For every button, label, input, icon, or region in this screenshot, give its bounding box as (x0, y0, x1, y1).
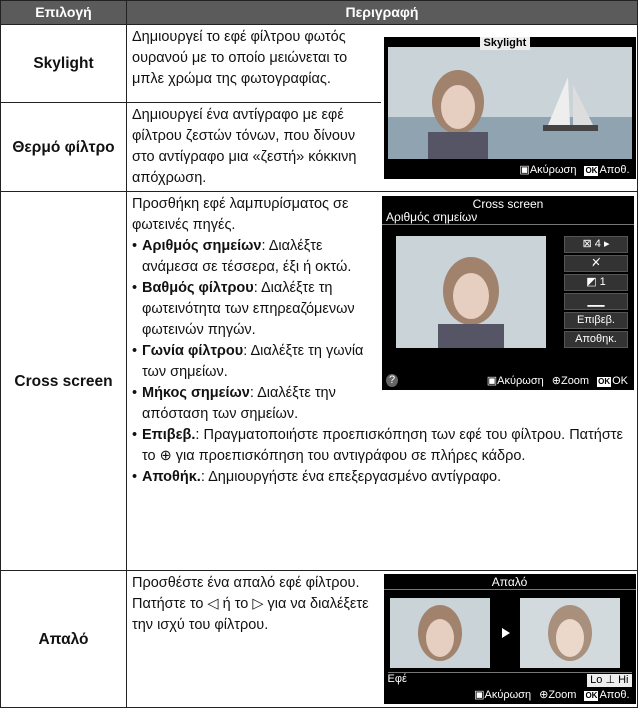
header-cell: Περιγραφή (126, 0, 638, 25)
bullet-text: : Διαλέξτε την απόσταση των σημείων. (142, 385, 336, 422)
button-bar: ▣Ακύρωση ⊕Zoom OK Αποθ. (474, 689, 630, 702)
save-label: Αποθ. (599, 164, 630, 176)
screen-title: Απαλό (383, 574, 636, 590)
save-label: Αποθ. (599, 689, 630, 701)
camera-screen: Απαλό Εφέ Lo ⊥ Hi ▣Ακύρωση ⊕Zoom OK Αποθ. (383, 574, 636, 704)
effect-label: Εφέ (387, 673, 407, 685)
option: Skylight (0, 24, 127, 103)
cancel: ▣Ακύρωση (474, 689, 532, 701)
screen-subtitle: Αριθμός σημείων (382, 211, 634, 225)
option: Θερμό φίλτρο (0, 102, 127, 192)
button-bar: ▣Ακύρωση OK Αποθ. (519, 164, 630, 177)
ok-icon: OK (584, 166, 599, 176)
effect-row: Εφέ Lo ⊥ Hi (387, 672, 632, 687)
hi: Hi (618, 674, 629, 686)
photo-art (387, 47, 632, 159)
cancel-label: Ακύρωση (484, 689, 532, 701)
page: {"table":{"header":["Επιλογή","Περιγραφή… (0, 0, 638, 688)
bullet: Επιβεβ.: Πραγματοποιήστε προεπισκόπηση τ… (132, 425, 632, 467)
zoom: ⊕Zoom (539, 689, 577, 701)
bullet: Γωνία φίλτρου: Διαλέξτε τη γωνία των σημ… (132, 341, 632, 383)
bullet-term: Αποθήκ. (142, 469, 201, 485)
strength-scale: Lo ⊥ Hi (587, 674, 632, 687)
row: Skylight Δημιουργεί το εφέ φίλτρου φωτός… (0, 24, 638, 192)
save: OK Αποθ. (584, 164, 630, 177)
description: Δημιουργεί το εφέ φίλτρου φωτός ουρανού … (126, 24, 381, 103)
row: Απαλό Προσθέστε ένα απαλό εφέ φίλτρου. Π… (0, 570, 638, 708)
screen-title: Cross screen (472, 197, 544, 211)
image-cell: Skylight ▣Ακύρωση OK Αποθ. (380, 24, 638, 192)
photo (387, 47, 632, 159)
lo: Lo (590, 674, 603, 686)
screen-title: Skylight (479, 37, 531, 50)
bullet-text: : Δημιουργήστε ένα επεξεργασμένο αντίγρα… (200, 469, 502, 485)
bullet-term: Επιβεβ. (142, 427, 196, 443)
bullet-term: Γωνία φίλτρου (142, 343, 244, 359)
option: Απαλό (0, 570, 127, 708)
bullet: Βαθμός φίλτρου: Διαλέξτε τη φωτεινότητα … (132, 278, 632, 341)
image-cell: Απαλό Εφέ Lo ⊥ Hi ▣Ακύρωση ⊕Zoom OK Αποθ. (380, 570, 638, 708)
bullet-term: Βαθμός φίλτρου (142, 280, 254, 296)
bullet-text: : Πραγματοποιήστε προεπισκόπηση των εφέ … (142, 427, 623, 464)
bullet-term: Μήκος σημείων (142, 385, 250, 401)
bullet-text: : Διαλέξτε ανάμεσα σε τέσσερα, έξι ή οκτ… (142, 238, 352, 275)
bullet: Αριθμός σημείων: Διαλέξτε ανάμεσα σε τέσ… (132, 236, 632, 278)
bullet-term: Αριθμός σημείων (142, 238, 262, 254)
cancel-label: Ακύρωση (529, 164, 577, 176)
zoom-label: Zoom (548, 689, 577, 701)
bullet: Μήκος σημείων: Διαλέξτε την απόσταση των… (132, 383, 632, 425)
cancel: ▣Ακύρωση (519, 164, 577, 176)
camera-screen: Skylight ▣Ακύρωση OK Αποθ. (383, 37, 636, 179)
header-row: Επιλογή Περιγραφή (0, 0, 638, 25)
description: Προσθέστε ένα απαλό εφέ φίλτρου. Πατήστε… (126, 570, 381, 708)
intro: Προσθήκη εφέ λαμπυρίσματος σε φωτεινές π… (132, 196, 349, 233)
row: Cross screen Cross screen Αριθμός σημείω… (0, 191, 638, 571)
save: OK Αποθ. (584, 689, 630, 702)
bullet-text: : Διαλέξτε τη φωτεινότητα των επηρεαζόμε… (142, 280, 355, 338)
bullet-list: Αριθμός σημείων: Διαλέξτε ανάμεσα σε τέσ… (132, 236, 632, 488)
ok-icon: OK (584, 691, 599, 701)
bullet-text: : Διαλέξτε τη γωνία των σημείων. (142, 343, 364, 380)
bullet: Αποθήκ.: Δημιουργήστε ένα επεξεργασμένο … (132, 467, 632, 488)
description: Cross screen Αριθμός σημείων ⊠ 4 ▸ ✕̸ ◩ … (126, 191, 638, 571)
option: Cross screen (0, 191, 127, 571)
description: Δημιουργεί ένα αντίγραφο με εφέ φίλτρου … (126, 102, 381, 192)
header-cell: Επιλογή (0, 0, 127, 25)
photo-art (389, 598, 620, 668)
